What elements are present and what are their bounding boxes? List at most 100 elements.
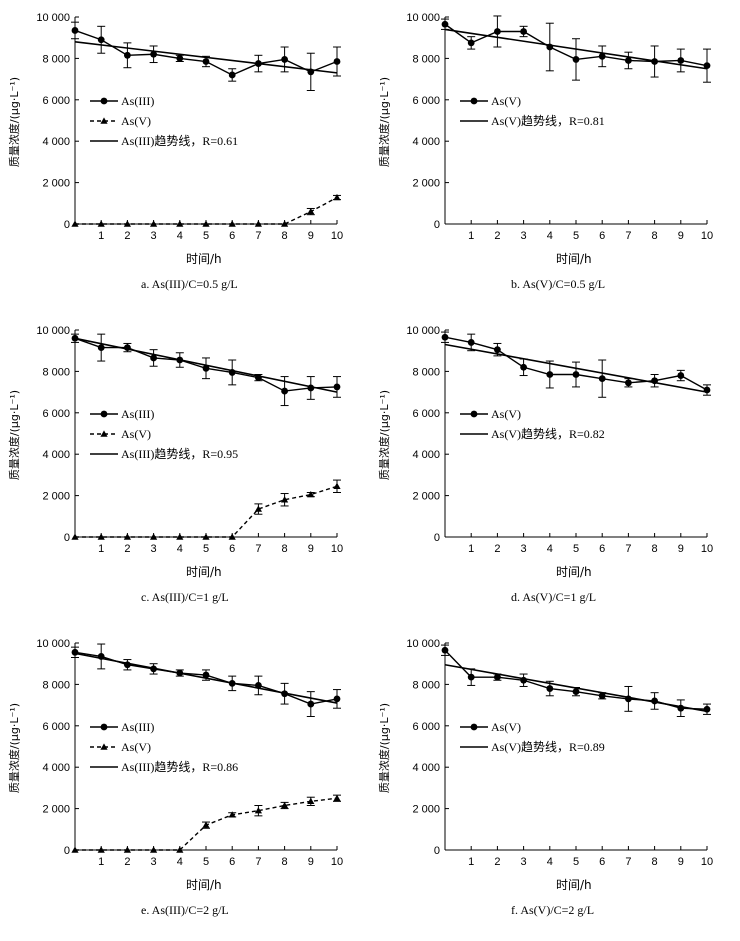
y-tick-label: 2 000	[42, 178, 70, 190]
y-tick-label: 10 000	[36, 12, 70, 24]
chart-svg: 0 2 000 4 000 6 000 8 000 10 000 1 2 3 4 5 6 7 8 9 10	[36, 325, 343, 555]
legend-swatch	[460, 120, 488, 122]
x-tick-label: 10	[331, 856, 343, 868]
y-tick-label: 10 000	[406, 12, 440, 24]
panel-caption: f. As(V)/C=2 g/L	[511, 903, 595, 917]
x-tick-label: 1	[468, 543, 474, 555]
legend-label: As(III)	[121, 407, 155, 421]
x-tick-label: 4	[547, 230, 553, 242]
x-tick-label: 2	[124, 856, 130, 868]
panel-caption: a. As(III)/C=0.5 g/L	[141, 277, 238, 291]
x-tick-label: 1	[468, 230, 474, 242]
legend-label: As(V)	[121, 740, 151, 754]
x-tick-label: 5	[203, 856, 209, 868]
y-tick-label: 2 000	[412, 804, 440, 816]
x-tick-label: 7	[625, 543, 631, 555]
legend-label: As(III)趋势线，R=0.95	[121, 447, 239, 461]
series-solid-circle	[71, 21, 341, 91]
circle-marker	[467, 339, 475, 346]
y-tick-label: 10 000	[406, 638, 440, 650]
circle-marker	[281, 56, 288, 63]
trend-line	[74, 337, 338, 393]
x-tick-label: 7	[625, 856, 631, 868]
triangle-marker	[97, 846, 105, 853]
triangle-marker	[202, 220, 210, 227]
y-tick-label: 2 000	[412, 178, 440, 190]
circle-marker	[333, 58, 341, 65]
triangle-marker	[333, 193, 341, 201]
panel-caption: c. As(III)/C=1 g/L	[141, 590, 229, 604]
legend-label: As(III)趋势线，R=0.86	[121, 760, 239, 774]
y-axis-title: 质量浓度/(μg·L⁻¹)	[8, 76, 21, 167]
legend-swatch	[90, 97, 118, 105]
x-tick-label: 7	[255, 856, 261, 868]
chart-svg: 0 2 000 4 000 6 000 8 000 10 000 1 2 3 4 5 6 7 8 9 10	[406, 325, 713, 555]
series-dashed-triangle	[71, 479, 341, 540]
y-tick-label: 2 000	[412, 491, 440, 503]
x-axis-title: 时间/h	[556, 878, 592, 892]
circle-marker	[677, 372, 685, 379]
x-tick-label: 8	[282, 230, 288, 242]
y-tick-label: 4 000	[412, 449, 440, 461]
y-tick-label: 10 000	[36, 638, 70, 650]
circle-marker	[470, 97, 478, 105]
legend-swatch	[90, 453, 118, 455]
triangle-marker	[176, 220, 184, 227]
y-tick-label: 0	[64, 845, 70, 857]
circle-marker	[467, 39, 475, 47]
series-dashed-triangle	[71, 794, 341, 853]
circle-marker	[598, 375, 606, 383]
x-tick-label: 8	[652, 543, 658, 555]
circle-marker	[520, 363, 527, 371]
circle-marker	[494, 346, 501, 354]
legend-swatch	[460, 746, 488, 748]
x-tick-label: 5	[573, 230, 579, 242]
circle-marker	[100, 97, 108, 105]
circle-marker	[97, 344, 105, 351]
circle-marker	[333, 383, 341, 391]
legend-label: As(V)	[121, 427, 151, 441]
legend-label: As(V)趋势线，R=0.89	[491, 740, 605, 754]
x-tick-label: 2	[494, 543, 500, 555]
triangle-marker	[97, 220, 105, 227]
y-tick-label: 0	[434, 845, 440, 857]
x-tick-label: 5	[203, 543, 209, 555]
series-trend	[444, 28, 708, 70]
y-tick-label: 6 000	[412, 95, 440, 107]
circle-marker	[71, 27, 79, 34]
x-tick-label: 7	[625, 230, 631, 242]
legend-swatch	[90, 430, 118, 437]
circle-marker	[281, 387, 288, 395]
y-tick-label: 4 000	[42, 762, 70, 774]
x-tick-label: 4	[177, 856, 183, 868]
panel-caption: b. As(V)/C=0.5 g/L	[511, 277, 606, 291]
trend-line	[444, 663, 708, 713]
triangle-marker	[150, 846, 158, 853]
circle-marker	[572, 688, 580, 696]
circle-marker	[572, 371, 580, 378]
x-tick-label: 2	[494, 230, 500, 242]
legend-label: As(III)趋势线，R=0.61	[121, 134, 239, 148]
chart-svg: 0 2 000 4 000 6 000 8 000 10 000 1 2 3 4 5 6 7 8 9 10	[36, 12, 343, 242]
triangle-marker	[254, 220, 262, 227]
chart-panel: 0 2 000 4 000 6 000 8 000 10 000 1 2 3 4 5 6 7 8 9 10 质量…	[0, 0, 370, 313]
chart-panel: 0 2 000 4 000 6 000 8 000 10 000 1 2 3 4 5 6 7 8 9 10 质量…	[370, 313, 740, 626]
series-solid-circle	[441, 331, 711, 398]
y-tick-label: 2 000	[42, 491, 70, 503]
x-axis-title: 时间/h	[186, 252, 222, 266]
triangle-marker	[97, 533, 105, 540]
y-tick-label: 6 000	[412, 721, 440, 733]
triangle-marker	[176, 533, 184, 540]
x-tick-label: 10	[331, 230, 343, 242]
trend-line	[74, 41, 338, 74]
x-tick-label: 9	[308, 856, 314, 868]
legend-label: As(V)	[491, 94, 521, 108]
panel-caption: d. As(V)/C=1 g/L	[511, 590, 597, 604]
x-tick-label: 3	[521, 543, 527, 555]
legend-swatch	[460, 97, 488, 105]
x-tick-label: 6	[229, 856, 235, 868]
triangle-marker	[254, 505, 262, 512]
triangle-marker	[123, 533, 131, 540]
x-tick-label: 10	[331, 543, 343, 555]
panel-caption: e. As(III)/C=2 g/L	[141, 903, 229, 917]
